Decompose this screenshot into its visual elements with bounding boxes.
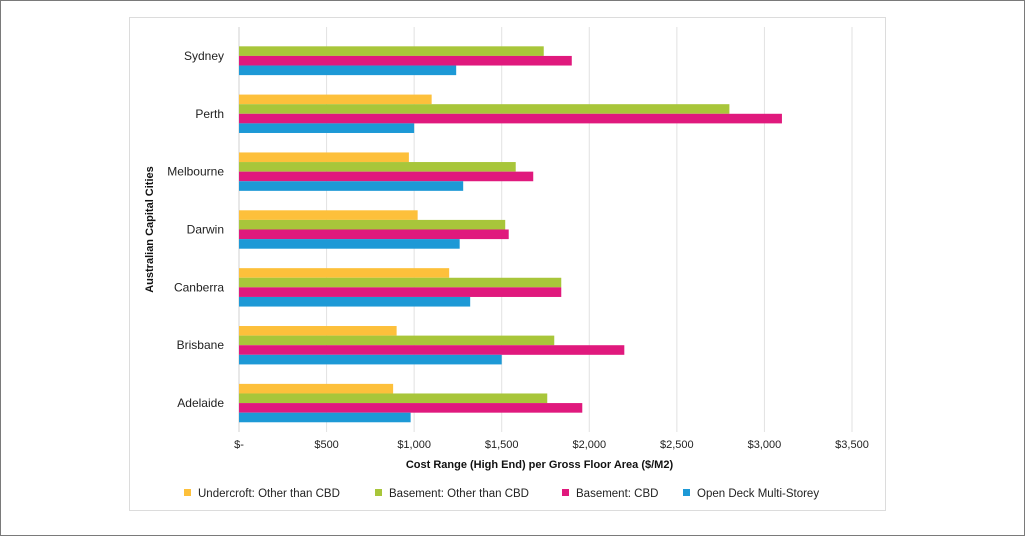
x-tick-label: $3,000	[748, 439, 782, 451]
legend-label: Basement: CBD	[576, 488, 658, 500]
x-tick-label: $1,000	[397, 439, 431, 451]
bar	[239, 393, 548, 404]
legend-swatch	[375, 489, 382, 496]
category-label: Perth	[195, 107, 224, 121]
bar	[239, 113, 782, 124]
x-tick-label: $500	[314, 439, 338, 451]
bar	[239, 210, 418, 220]
legend-swatch	[562, 489, 569, 496]
bar	[239, 162, 516, 172]
bar	[239, 239, 460, 249]
bar	[239, 335, 555, 346]
bar	[239, 123, 415, 133]
bar	[239, 277, 562, 288]
legend-label: Basement: Other than CBD	[389, 488, 529, 500]
x-tick-label: $1,500	[485, 439, 519, 451]
bar	[239, 229, 509, 240]
legend-swatch	[184, 489, 191, 496]
bar	[239, 219, 506, 230]
bar	[239, 55, 572, 66]
bar	[239, 326, 397, 336]
bar	[239, 94, 432, 105]
bar	[239, 412, 411, 423]
bar	[239, 403, 583, 413]
bar	[239, 181, 464, 191]
legend-label: Undercroft: Other than CBD	[198, 488, 340, 500]
category-label: Brisbane	[177, 338, 225, 352]
bar	[239, 354, 502, 365]
x-tick-label: $2,000	[572, 439, 606, 451]
y-axis-title: Australian Capital Cities	[144, 166, 156, 293]
bar	[239, 296, 471, 307]
bar	[239, 287, 562, 297]
category-label: Adelaide	[177, 396, 224, 410]
bar	[239, 345, 625, 355]
bar	[239, 65, 457, 76]
bar	[239, 383, 394, 394]
category-label: Darwin	[187, 223, 224, 237]
x-tick-label: $2,500	[660, 439, 694, 451]
x-tick-label: $-	[234, 439, 244, 451]
category-label: Melbourne	[167, 165, 224, 179]
legend-label: Open Deck Multi-Storey	[697, 488, 819, 500]
bar	[239, 152, 409, 163]
bar	[239, 46, 544, 56]
category-label: Sydney	[184, 49, 224, 63]
bar	[239, 268, 450, 278]
bar	[239, 104, 730, 114]
bar	[239, 171, 534, 182]
x-axis-title: Cost Range (High End) per Gross Floor Ar…	[406, 459, 674, 471]
category-label: Canberra	[174, 280, 224, 294]
legend-swatch	[683, 489, 690, 496]
x-tick-label: $3,500	[835, 439, 869, 451]
